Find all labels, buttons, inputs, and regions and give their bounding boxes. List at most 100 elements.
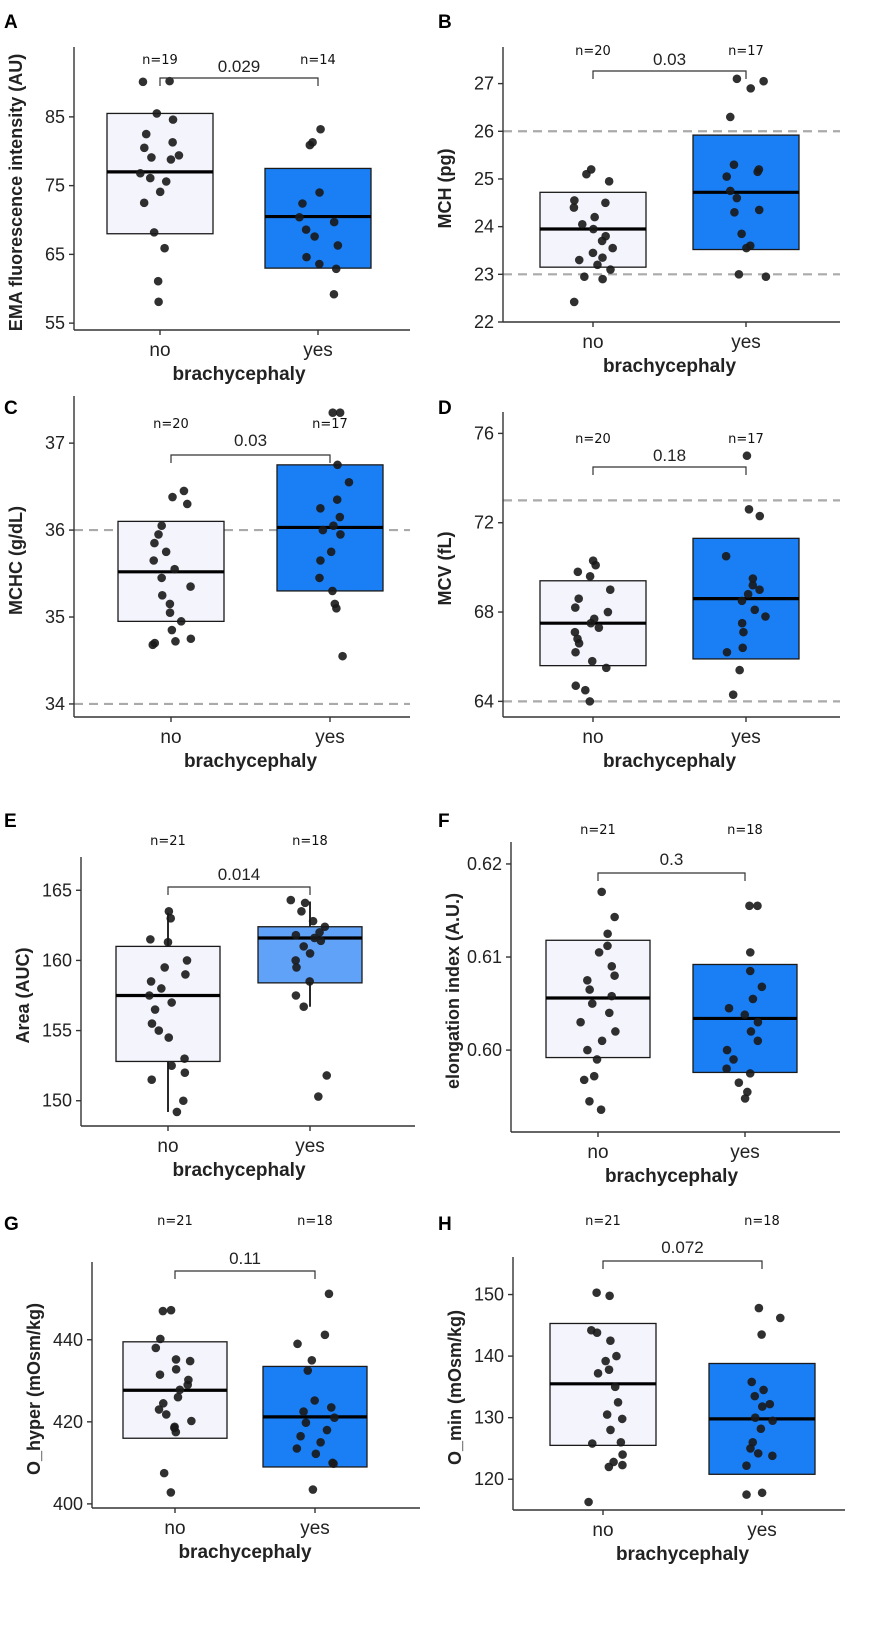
data-point <box>183 1380 192 1390</box>
data-point <box>153 276 163 286</box>
p-value-label: 0.3 <box>660 850 684 869</box>
data-point <box>746 1027 756 1036</box>
panel-d: D 64 68 72 76 no yes brachycephaly MCV (fL) n=20 n… <box>435 398 840 772</box>
data-point <box>605 585 615 595</box>
y-axis-title: MCH (pg) <box>435 149 455 229</box>
data-point <box>768 1451 777 1461</box>
data-point <box>299 1002 309 1012</box>
data-point <box>606 265 615 274</box>
data-point <box>748 580 758 590</box>
box-yes <box>264 167 372 269</box>
y-tick-label: 76 <box>474 423 494 443</box>
data-point <box>753 1449 763 1458</box>
data-point <box>330 1413 339 1423</box>
y-tick-label: 24 <box>474 217 494 237</box>
significance-bracket <box>602 1260 763 1269</box>
data-point <box>164 1033 174 1042</box>
data-point <box>344 477 354 487</box>
y-tick-label: 120 <box>474 1469 504 1489</box>
panel-letter: B <box>438 12 452 33</box>
data-point <box>748 574 758 583</box>
data-point <box>739 627 748 637</box>
data-point <box>606 1336 615 1346</box>
data-point <box>755 511 765 521</box>
data-point <box>573 567 583 577</box>
data-point <box>298 199 307 208</box>
data-point <box>747 1377 757 1387</box>
data-point <box>182 956 192 965</box>
data-point <box>750 1391 760 1401</box>
data-point <box>759 1385 768 1395</box>
sample-size-label: n=21 <box>150 834 186 849</box>
data-point <box>591 560 600 570</box>
data-point <box>147 1075 157 1084</box>
data-point <box>180 1054 189 1063</box>
panel-c: C 34 35 36 37 no yes brachycephaly MCHC (g/dL) n=… <box>4 396 410 772</box>
y-axis-title: O_min (mOsm/kg) <box>445 1310 465 1465</box>
data-point <box>310 1396 319 1405</box>
data-point <box>761 272 771 282</box>
data-point <box>136 168 145 178</box>
significance-bracket <box>592 70 747 79</box>
sample-size-label: n=17 <box>728 432 764 447</box>
data-point <box>185 1356 195 1366</box>
data-point <box>160 243 169 253</box>
p-value-label: 0.18 <box>653 446 686 465</box>
data-point <box>316 1438 325 1447</box>
data-point <box>308 1485 318 1494</box>
data-point <box>150 538 159 548</box>
data-point <box>165 76 174 86</box>
significance-bracket <box>167 886 311 895</box>
y-tick-label: 130 <box>474 1408 504 1428</box>
data-point <box>725 186 735 196</box>
y-tick-label: 420 <box>53 1412 83 1432</box>
data-point <box>318 525 328 535</box>
panel-f: F 0.60 0.61 0.62 no yes brachycephaly elongatio… <box>438 811 840 1187</box>
data-point <box>157 573 166 583</box>
sample-size-label: n=21 <box>580 823 616 838</box>
sample-size-label: n=21 <box>157 1214 193 1229</box>
data-point <box>585 1096 594 1106</box>
data-point <box>588 248 598 258</box>
data-point <box>728 690 738 699</box>
data-point <box>316 556 325 565</box>
data-point <box>186 634 196 644</box>
data-point <box>601 663 611 673</box>
data-point <box>610 1382 620 1392</box>
x-axis-title: brachycephaly <box>603 356 736 377</box>
x-axis-title: brachycephaly <box>603 751 736 772</box>
data-point <box>740 1094 750 1103</box>
data-point <box>302 252 311 262</box>
sample-size-label: n=17 <box>312 417 348 432</box>
sample-size-label: n=20 <box>153 417 189 432</box>
data-point <box>163 937 173 947</box>
data-point <box>754 205 764 215</box>
data-point <box>597 1036 607 1046</box>
data-point <box>320 1330 330 1340</box>
data-point <box>570 627 580 637</box>
data-point <box>605 1291 614 1301</box>
significance-bracket <box>170 454 331 463</box>
data-point <box>597 887 606 897</box>
data-point <box>305 977 314 986</box>
data-point <box>295 212 304 222</box>
x-axis-title: brachycephaly <box>172 364 305 385</box>
y-axis-title: MCHC (g/dL) <box>6 506 26 615</box>
data-point <box>584 1497 593 1507</box>
sample-size-label: n=17 <box>728 44 764 59</box>
panel-letter: A <box>4 12 18 33</box>
data-point <box>157 521 166 531</box>
data-point <box>745 1069 755 1078</box>
y-tick-label: 0.60 <box>467 1040 502 1060</box>
data-point <box>154 1405 164 1414</box>
data-point <box>322 1425 332 1435</box>
data-point <box>161 177 171 186</box>
data-point <box>612 1351 621 1361</box>
y-tick-label: 23 <box>474 264 494 284</box>
data-point <box>167 998 176 1007</box>
y-tick-label: 0.62 <box>467 854 502 874</box>
panel-g: G 400 420 440 no yes brachycephaly O_hyper (mOs… <box>4 1214 420 1563</box>
data-point <box>161 1410 171 1419</box>
data-point <box>607 991 616 1001</box>
